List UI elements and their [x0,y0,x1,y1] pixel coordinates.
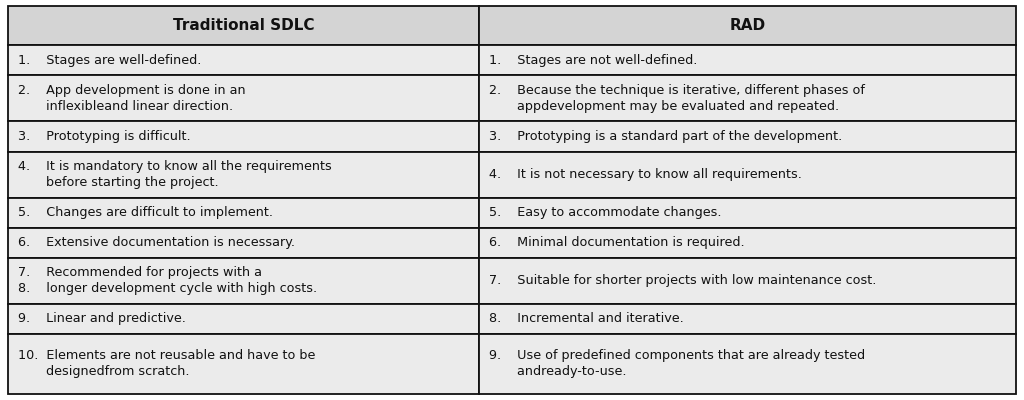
Bar [8,122,478,152]
Text: 6.    Minimal documentation is required.: 6. Minimal documentation is required. [488,236,744,249]
Text: 2.    Because the technique is iterative, different phases of
       appdevelopm: 2. Because the technique is iterative, d… [488,84,864,113]
Bar [478,258,1016,304]
Bar [8,304,478,334]
Text: 9.    Use of predefined components that are already tested
       andready-to-us: 9. Use of predefined components that are… [488,350,864,378]
Text: 1.    Stages are not well-defined.: 1. Stages are not well-defined. [488,54,697,67]
Text: 7.    Recommended for projects with a
8.    longer development cycle with high c: 7. Recommended for projects with a 8. lo… [18,266,317,295]
Text: 7.    Suitable for shorter projects with low maintenance cost.: 7. Suitable for shorter projects with lo… [488,274,876,287]
Bar [478,75,1016,122]
Text: 3.    Prototyping is difficult.: 3. Prototyping is difficult. [18,130,190,143]
Bar [8,75,478,122]
Text: 4.    It is not necessary to know all requirements.: 4. It is not necessary to know all requi… [488,168,802,181]
Bar [478,152,1016,198]
Bar [478,122,1016,152]
Text: 4.    It is mandatory to know all the requirements
       before starting the pr: 4. It is mandatory to know all the requi… [18,160,332,189]
Text: 5.    Easy to accommodate changes.: 5. Easy to accommodate changes. [488,206,721,219]
Text: RAD: RAD [729,18,765,33]
Bar [8,45,478,75]
Bar [478,6,1016,45]
Text: 2.    App development is done in an
       inflexibleand linear direction.: 2. App development is done in an inflexi… [18,84,246,113]
Bar [8,198,478,228]
Bar [478,304,1016,334]
Text: Traditional SDLC: Traditional SDLC [172,18,314,33]
Bar [8,334,478,394]
Bar [8,258,478,304]
Bar [478,45,1016,75]
Bar [8,6,478,45]
Bar [478,334,1016,394]
Text: 6.    Extensive documentation is necessary.: 6. Extensive documentation is necessary. [18,236,295,249]
Bar [8,152,478,198]
Bar [478,198,1016,228]
Bar [478,228,1016,258]
Text: 1.    Stages are well-defined.: 1. Stages are well-defined. [18,54,202,67]
Text: 5.    Changes are difficult to implement.: 5. Changes are difficult to implement. [18,206,273,219]
Text: 9.    Linear and predictive.: 9. Linear and predictive. [18,312,186,326]
Text: 8.    Incremental and iterative.: 8. Incremental and iterative. [488,312,683,326]
Text: 10.  Elements are not reusable and have to be
       designedfrom scratch.: 10. Elements are not reusable and have t… [18,350,315,378]
Bar [8,228,478,258]
Text: 3.    Prototyping is a standard part of the development.: 3. Prototyping is a standard part of the… [488,130,842,143]
